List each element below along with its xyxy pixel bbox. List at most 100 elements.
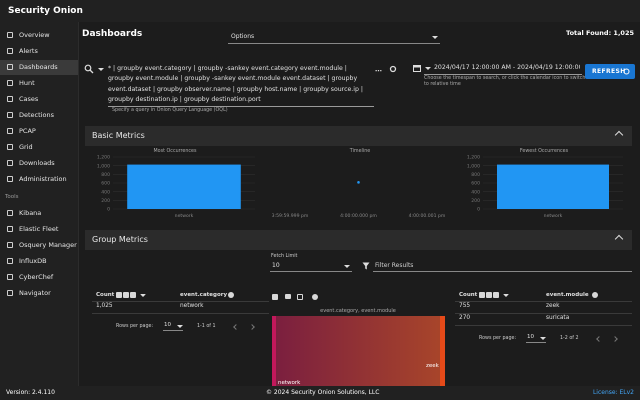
y-tick-label: 400 bbox=[471, 189, 480, 195]
date-underline bbox=[424, 74, 582, 75]
nav-item[interactable]: Overview bbox=[0, 28, 78, 43]
nav-label: Hunt bbox=[19, 79, 35, 87]
refresh-label: REFRESH bbox=[592, 68, 626, 75]
date-caret[interactable] bbox=[425, 67, 431, 70]
query-hint: Specify a query in Onion Query Language … bbox=[112, 108, 228, 113]
date-hint-line: Choose the timespan to search, or click … bbox=[424, 76, 586, 81]
tools-label: Tools bbox=[5, 194, 19, 200]
rows-per-page-select[interactable]: 10 bbox=[526, 334, 546, 343]
y-tick-label: 1,000 bbox=[97, 163, 110, 169]
tool-link[interactable]: Elastic Fleet bbox=[0, 222, 78, 237]
sankey-node bbox=[272, 316, 276, 386]
query-caret[interactable] bbox=[98, 68, 104, 71]
refresh-icon bbox=[623, 68, 630, 75]
y-tick-label: 1,200 bbox=[467, 155, 480, 161]
dropdown-caret bbox=[432, 36, 438, 39]
nav-label: Cases bbox=[19, 95, 39, 103]
tool-label: Navigator bbox=[19, 289, 51, 297]
rows-per-page-label: Rows per page: bbox=[479, 336, 517, 341]
fullscreen-icon[interactable] bbox=[297, 294, 303, 300]
settings-icon[interactable] bbox=[389, 65, 397, 73]
license-link[interactable]: License: ELv2 bbox=[592, 389, 634, 396]
column-header: Count bbox=[96, 292, 115, 298]
count-cell: 1,025 bbox=[96, 303, 113, 309]
x-tick-label: network bbox=[544, 213, 563, 219]
table-tool-icon[interactable] bbox=[503, 294, 509, 297]
chart-title: Timeline bbox=[349, 148, 370, 154]
table-tool-icon[interactable] bbox=[130, 292, 136, 298]
tool-icon bbox=[7, 226, 13, 232]
table-icon[interactable] bbox=[272, 294, 278, 300]
tool-link[interactable]: Kibana bbox=[0, 206, 78, 221]
most-occurrences-chart: Most Occurrences 0 200 400 600 800 1,000 1,200 n… bbox=[97, 148, 255, 219]
value-cell: zeek bbox=[546, 303, 560, 309]
prev-page[interactable] bbox=[596, 336, 602, 342]
timeline-chart: Timeline 3:59:59.999 pm 4:00:00.000 pm 4:00… bbox=[272, 148, 446, 219]
nav-item[interactable]: PCAP bbox=[0, 124, 78, 139]
query-line: event.dataset | groupby observer.name | … bbox=[108, 85, 363, 93]
y-tick-label: 0 bbox=[477, 207, 480, 213]
nav-item[interactable]: Downloads bbox=[0, 156, 78, 171]
tool-link[interactable]: CyberChef bbox=[0, 270, 78, 285]
next-page[interactable] bbox=[612, 336, 618, 342]
add-icon[interactable] bbox=[312, 294, 318, 300]
add-filter-icon[interactable] bbox=[592, 292, 598, 298]
copyright: © 2024 Security Onion Solutions, LLC bbox=[266, 389, 380, 396]
group-metrics-header[interactable]: Group Metrics bbox=[85, 230, 632, 250]
basic-metrics-header[interactable]: Basic Metrics bbox=[85, 126, 632, 146]
table-tool-icon[interactable] bbox=[486, 292, 492, 298]
nav-item[interactable]: Detections bbox=[0, 108, 78, 123]
sankey-node-label: zeek bbox=[426, 363, 440, 369]
column-header: event.category bbox=[180, 292, 228, 298]
chart-title: Fewest Occurrences bbox=[520, 148, 569, 154]
calendar-icon[interactable] bbox=[413, 64, 421, 72]
rows-per-page-value: 10 bbox=[164, 322, 171, 328]
tool-icon bbox=[7, 258, 13, 264]
search-icon[interactable] bbox=[84, 64, 94, 74]
refresh-button[interactable]: REFRESH bbox=[585, 64, 635, 79]
table-tool-icon[interactable] bbox=[140, 294, 146, 297]
query-line: groupby event.module | groupby -sankey e… bbox=[108, 75, 358, 83]
search-glass bbox=[84, 64, 92, 72]
nav-item[interactable]: Cases bbox=[0, 92, 78, 107]
nav-item[interactable]: Alerts bbox=[0, 44, 78, 59]
table-tool-icon[interactable] bbox=[479, 292, 485, 298]
options-select[interactable]: Options bbox=[228, 32, 440, 44]
y-tick-label: 1,000 bbox=[467, 163, 480, 169]
next-page[interactable] bbox=[249, 324, 255, 330]
nav-item[interactable]: Hunt bbox=[0, 76, 78, 91]
fewest-occurrences-chart: Fewest Occurrences 0 200 400 600 800 1,000 1,20… bbox=[467, 148, 623, 219]
fetch-limit-select[interactable]: 10 bbox=[270, 261, 352, 272]
calendar-top bbox=[413, 65, 421, 68]
filter-input[interactable]: Filter Results bbox=[373, 261, 632, 272]
nav-item[interactable]: Dashboards bbox=[0, 60, 78, 75]
brand: Security Onion bbox=[8, 6, 83, 16]
tool-label: Elastic Fleet bbox=[19, 225, 59, 233]
nav-item[interactable]: Administration bbox=[0, 172, 78, 187]
rows-per-page-select[interactable]: 10 bbox=[163, 322, 183, 331]
more-icon[interactable]: ⋯ bbox=[375, 67, 382, 75]
table-tool-icon[interactable] bbox=[493, 292, 499, 298]
prev-page[interactable] bbox=[233, 324, 239, 330]
nav-item[interactable]: Grid bbox=[0, 140, 78, 155]
page-title: Dashboards bbox=[82, 29, 143, 39]
collapse-icon bbox=[614, 234, 624, 244]
x-tick-label: network bbox=[175, 213, 194, 219]
sankey-flow bbox=[276, 316, 442, 386]
table-tool-icon[interactable] bbox=[123, 292, 129, 298]
list-icon[interactable] bbox=[285, 294, 291, 299]
tool-label: CyberChef bbox=[19, 273, 54, 281]
table-tool-icon[interactable] bbox=[116, 292, 122, 298]
y-tick-label: 800 bbox=[471, 172, 480, 178]
tool-link[interactable]: InfluxDB bbox=[0, 254, 78, 269]
tool-label: Osquery Manager bbox=[19, 241, 77, 249]
add-filter-icon[interactable] bbox=[228, 292, 234, 298]
query-line: groupby destination.ip | groupby destina… bbox=[108, 96, 261, 104]
tool-link[interactable]: Osquery Manager bbox=[0, 238, 78, 253]
sankey-node bbox=[440, 316, 445, 386]
tool-link[interactable]: Navigator bbox=[0, 286, 78, 301]
query-input[interactable]: * | groupby event.category | groupby -sa… bbox=[108, 64, 376, 106]
dropdown-caret bbox=[344, 265, 350, 268]
date-range[interactable]: 2024/04/17 12:00:00 AM - 2024/04/19 12:0… bbox=[434, 64, 580, 71]
panel-title: Basic Metrics bbox=[92, 131, 145, 140]
